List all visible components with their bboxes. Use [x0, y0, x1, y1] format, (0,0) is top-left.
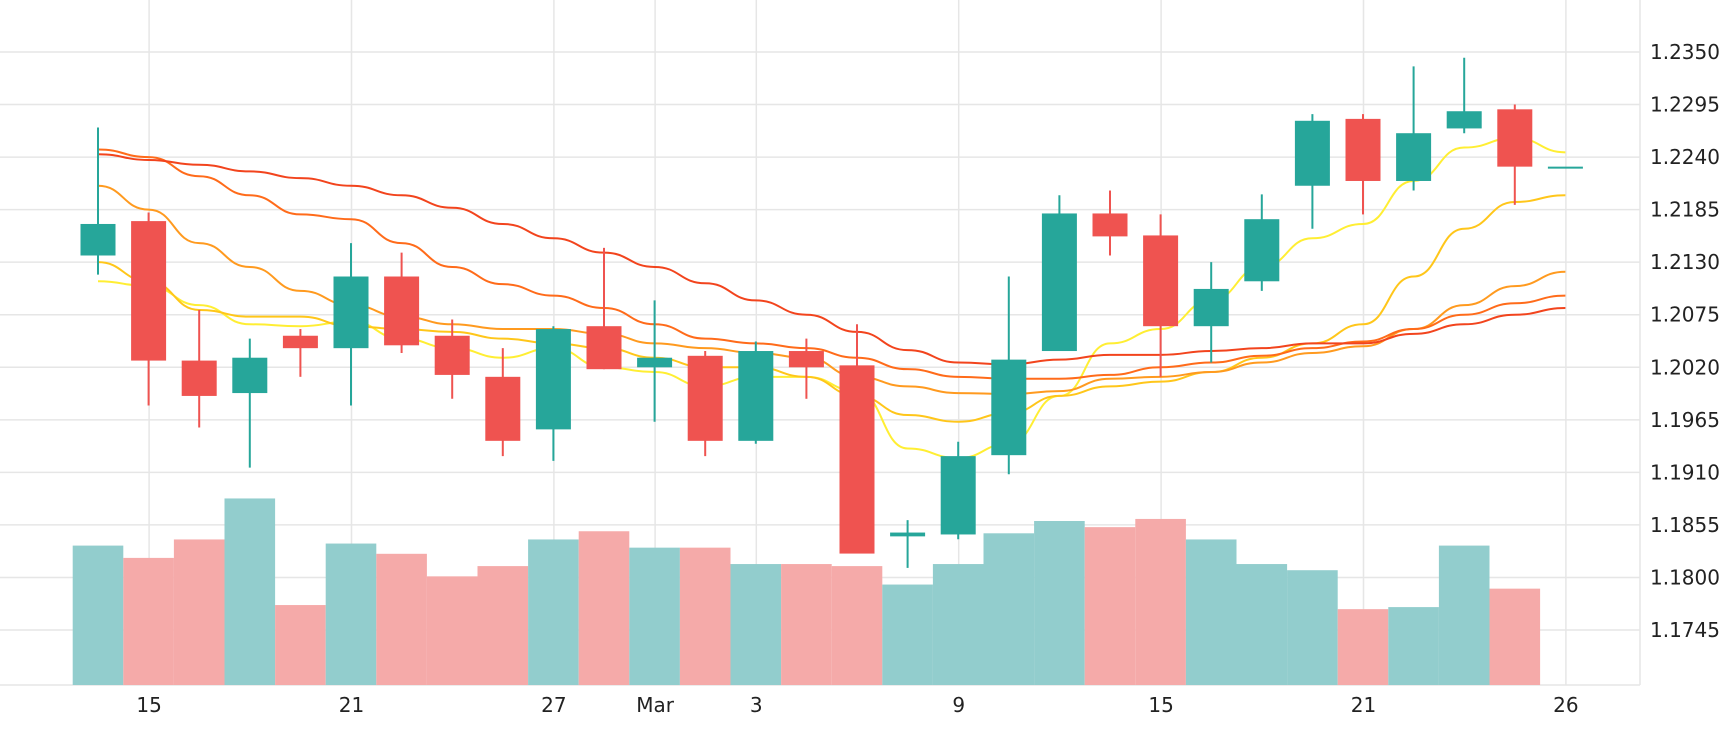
x-tick-label: 9	[952, 693, 965, 717]
volume-bar	[730, 564, 782, 685]
candle-body	[1345, 118, 1381, 181]
candlestick-series	[80, 57, 1583, 568]
y-axis: 1.2350 1.2295 1.2240 1.2185 1.2130 1.2075 1.20…	[1650, 40, 1720, 642]
candle-body	[1041, 213, 1077, 352]
volume-bar	[781, 564, 832, 685]
volume-bar	[173, 539, 225, 685]
volume-bar	[325, 543, 377, 685]
y-tick-label: 1.1965	[1650, 408, 1720, 432]
volume-bar	[1236, 564, 1288, 685]
candle-body	[535, 329, 571, 430]
candle-body	[890, 532, 926, 537]
x-tick-label: 21	[339, 693, 364, 717]
candle-body	[80, 223, 116, 256]
candle-body	[738, 351, 774, 441]
candle-body	[1547, 166, 1583, 169]
volume-bar	[1337, 609, 1389, 685]
volume-bar	[1489, 588, 1541, 685]
volume-bar	[72, 545, 124, 685]
candle-body	[991, 359, 1027, 456]
volume-bar	[1185, 539, 1237, 685]
y-tick-label: 1.2350	[1650, 40, 1720, 64]
y-tick-label: 1.1800	[1650, 565, 1720, 589]
candle-body	[181, 360, 217, 396]
candle-body	[1396, 133, 1432, 181]
volume-bars	[72, 498, 1541, 685]
volume-bar	[477, 566, 529, 685]
moving-average-line	[97, 153, 1566, 366]
volume-bar	[578, 531, 630, 685]
candle-body	[788, 351, 824, 368]
x-tick-label: 3	[750, 693, 763, 717]
candle-body	[333, 276, 369, 349]
candle-body	[1092, 213, 1128, 237]
volume-bar	[983, 533, 1035, 685]
candle-body	[1294, 120, 1330, 186]
x-tick-label: 21	[1351, 693, 1376, 717]
volume-bar	[426, 576, 478, 685]
volume-bar	[629, 547, 680, 685]
x-tick-label: 26	[1553, 693, 1578, 717]
x-tick-label: Mar	[636, 693, 675, 717]
candle-body	[637, 357, 673, 368]
candle-body	[1497, 109, 1533, 167]
candle-body	[839, 365, 875, 554]
volume-bar	[679, 547, 731, 685]
y-tick-label: 1.1745	[1650, 618, 1720, 642]
y-tick-label: 1.2020	[1650, 355, 1720, 379]
volume-bar	[831, 566, 883, 685]
moving-average-line	[97, 184, 1566, 396]
volume-bar	[376, 553, 427, 685]
candle-body	[1143, 235, 1179, 327]
x-axis: 15 21 27 Mar 3 9 15 21 26	[136, 693, 1578, 717]
candle-body	[1193, 288, 1229, 327]
y-tick-label: 1.2185	[1650, 198, 1720, 222]
y-tick-label: 1.2130	[1650, 250, 1720, 274]
volume-bar	[528, 539, 579, 685]
x-tick-label: 15	[136, 693, 161, 717]
volume-bar	[275, 605, 326, 685]
candle-body	[687, 355, 723, 441]
candle-body	[1244, 219, 1280, 282]
candle-body	[586, 326, 622, 370]
candle-body	[1446, 111, 1482, 129]
y-tick-label: 1.2240	[1650, 145, 1720, 169]
y-tick-label: 1.1910	[1650, 460, 1720, 484]
candle-body	[131, 221, 167, 361]
candle-body	[384, 276, 420, 346]
y-tick-label: 1.2075	[1650, 303, 1720, 327]
x-tick-label: 27	[541, 693, 566, 717]
volume-bar	[932, 564, 984, 685]
volume-bar	[1388, 607, 1439, 685]
volume-bar	[1438, 545, 1490, 685]
y-tick-label: 1.1855	[1650, 513, 1720, 537]
candle-body	[282, 335, 318, 349]
volume-bar	[1034, 521, 1085, 685]
volume-bar	[1135, 518, 1186, 685]
volume-bar	[882, 584, 933, 685]
candle-body	[232, 357, 268, 394]
candle-body	[434, 335, 470, 375]
volume-bar	[1084, 527, 1136, 685]
volume-bar	[1287, 570, 1338, 685]
volume-bar	[224, 498, 276, 685]
volume-bar	[123, 557, 174, 685]
moving-average-line	[97, 148, 1566, 380]
moving-average-lines	[97, 136, 1566, 460]
candle-body	[485, 376, 521, 441]
moving-average-line	[97, 194, 1566, 423]
moving-average-line	[97, 136, 1566, 460]
y-tick-label: 1.2295	[1650, 93, 1720, 117]
x-tick-label: 15	[1148, 693, 1173, 717]
candle-body	[940, 456, 976, 535]
